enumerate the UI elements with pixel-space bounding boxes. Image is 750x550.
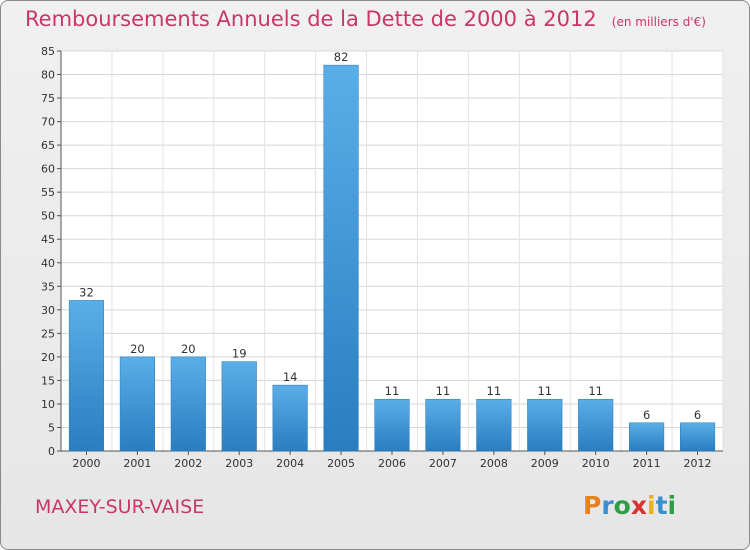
bar-2000 bbox=[68, 300, 105, 452]
bar-2001 bbox=[119, 356, 155, 452]
unit-note: (en milliers d'€) bbox=[611, 15, 706, 29]
y-tick-label: 60 bbox=[41, 163, 55, 176]
y-tick-label: 30 bbox=[41, 304, 55, 317]
x-tick-label-2005: 2005 bbox=[327, 457, 355, 470]
y-tick-label: 15 bbox=[41, 374, 55, 387]
x-tick-label-2002: 2002 bbox=[174, 457, 202, 470]
y-tick-label: 40 bbox=[41, 257, 55, 270]
y-tick-label: 10 bbox=[41, 398, 55, 411]
commune-name: MAXEY-SUR-VAISE bbox=[35, 496, 205, 518]
value-label-2005: 82 bbox=[334, 50, 349, 64]
value-label-2010: 11 bbox=[588, 384, 603, 398]
bar-2010 bbox=[578, 398, 614, 452]
logo-letter: o bbox=[613, 491, 631, 520]
y-tick-label: 35 bbox=[41, 280, 55, 293]
bar-2006 bbox=[374, 398, 410, 452]
y-tick-label: 80 bbox=[41, 69, 55, 82]
logo-letter: t bbox=[655, 491, 668, 520]
y-tick-label: 75 bbox=[41, 92, 55, 105]
value-label-2000: 32 bbox=[79, 285, 94, 299]
value-label-2011: 6 bbox=[643, 408, 650, 422]
bar-2004 bbox=[272, 384, 308, 452]
bar-2009 bbox=[527, 398, 563, 452]
x-tick-label-2009: 2009 bbox=[531, 457, 559, 470]
proxiti-logo: Proxiti bbox=[583, 491, 676, 520]
x-tick-label-2004: 2004 bbox=[276, 457, 304, 470]
x-tick-label-2006: 2006 bbox=[378, 457, 406, 470]
x-tick-label-2010: 2010 bbox=[582, 457, 610, 470]
x-tick-label-2001: 2001 bbox=[123, 457, 151, 470]
x-tick-label-2007: 2007 bbox=[429, 457, 457, 470]
bar-2011 bbox=[629, 422, 665, 452]
chart-title-block: Remboursements Annuels de la Dette de 20… bbox=[25, 7, 706, 31]
x-tick-label-2000: 2000 bbox=[72, 457, 100, 470]
y-tick-label: 85 bbox=[41, 45, 55, 58]
value-label-2006: 11 bbox=[385, 384, 400, 398]
logo-letter: i bbox=[667, 491, 677, 520]
y-tick-label: 0 bbox=[48, 445, 55, 458]
value-label-2012: 6 bbox=[694, 408, 701, 422]
y-tick-label: 20 bbox=[41, 351, 55, 364]
bar-2003 bbox=[221, 361, 257, 452]
bar-2008 bbox=[476, 398, 512, 452]
y-tick-label: 55 bbox=[41, 186, 55, 199]
value-label-2009: 11 bbox=[537, 384, 552, 398]
bar-2005 bbox=[323, 64, 359, 452]
value-label-2002: 20 bbox=[181, 342, 196, 356]
logo-letter: i bbox=[647, 491, 656, 520]
y-tick-label: 45 bbox=[41, 233, 55, 246]
value-label-2004: 14 bbox=[283, 370, 298, 384]
y-tick-label: 25 bbox=[41, 327, 55, 340]
logo-letter: x bbox=[630, 491, 647, 520]
logo-letter: r bbox=[601, 491, 614, 520]
bar-2007 bbox=[425, 398, 461, 452]
x-tick-label-2012: 2012 bbox=[684, 457, 712, 470]
y-tick-label: 65 bbox=[41, 139, 55, 152]
y-tick-label: 70 bbox=[41, 116, 55, 129]
value-label-2008: 11 bbox=[487, 384, 502, 398]
value-label-2007: 11 bbox=[436, 384, 451, 398]
x-tick-label-2003: 2003 bbox=[225, 457, 253, 470]
bar-2002 bbox=[170, 356, 206, 452]
y-tick-label: 5 bbox=[48, 421, 55, 434]
y-tick-label: 50 bbox=[41, 210, 55, 223]
value-label-2001: 20 bbox=[130, 342, 145, 356]
logo-letter: P bbox=[583, 491, 602, 520]
x-tick-label-2011: 2011 bbox=[633, 457, 661, 470]
bar-2012 bbox=[679, 422, 716, 452]
value-label-2003: 19 bbox=[232, 347, 247, 361]
x-tick-label-2008: 2008 bbox=[480, 457, 508, 470]
chart-title: Remboursements Annuels de la Dette de 20… bbox=[25, 7, 597, 31]
